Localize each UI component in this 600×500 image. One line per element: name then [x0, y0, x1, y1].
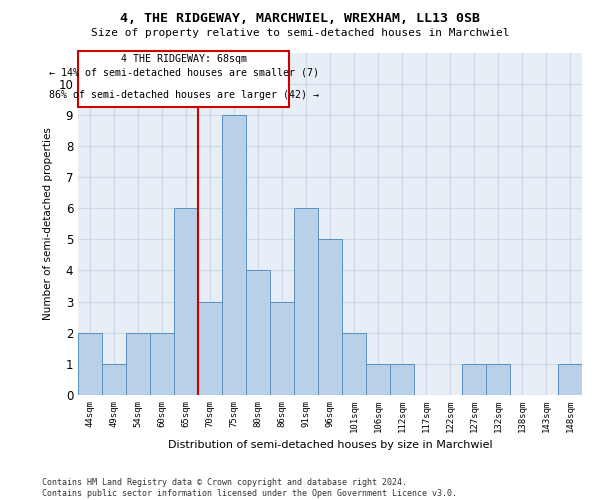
Bar: [486, 364, 510, 395]
Text: 86% of semi-detached houses are larger (42) →: 86% of semi-detached houses are larger (…: [49, 90, 319, 101]
Bar: [174, 208, 198, 395]
Y-axis label: Number of semi-detached properties: Number of semi-detached properties: [43, 128, 53, 320]
X-axis label: Distribution of semi-detached houses by size in Marchwiel: Distribution of semi-detached houses by …: [167, 440, 493, 450]
Bar: [78, 51, 289, 107]
Bar: [390, 364, 414, 395]
Bar: [342, 332, 366, 395]
Bar: [558, 364, 582, 395]
Bar: [150, 332, 174, 395]
Bar: [222, 115, 246, 395]
Bar: [462, 364, 486, 395]
Bar: [102, 364, 126, 395]
Text: Contains HM Land Registry data © Crown copyright and database right 2024.
Contai: Contains HM Land Registry data © Crown c…: [42, 478, 457, 498]
Bar: [318, 240, 342, 395]
Bar: [270, 302, 294, 395]
Text: 4, THE RIDGEWAY, MARCHWIEL, WREXHAM, LL13 0SB: 4, THE RIDGEWAY, MARCHWIEL, WREXHAM, LL1…: [120, 12, 480, 26]
Bar: [294, 208, 318, 395]
Bar: [246, 270, 270, 395]
Text: 4 THE RIDGEWAY: 68sqm: 4 THE RIDGEWAY: 68sqm: [121, 54, 247, 64]
Bar: [198, 302, 222, 395]
Text: ← 14% of semi-detached houses are smaller (7): ← 14% of semi-detached houses are smalle…: [49, 67, 319, 77]
Bar: [366, 364, 390, 395]
Text: Size of property relative to semi-detached houses in Marchwiel: Size of property relative to semi-detach…: [91, 28, 509, 38]
Bar: [126, 332, 150, 395]
Bar: [78, 332, 102, 395]
